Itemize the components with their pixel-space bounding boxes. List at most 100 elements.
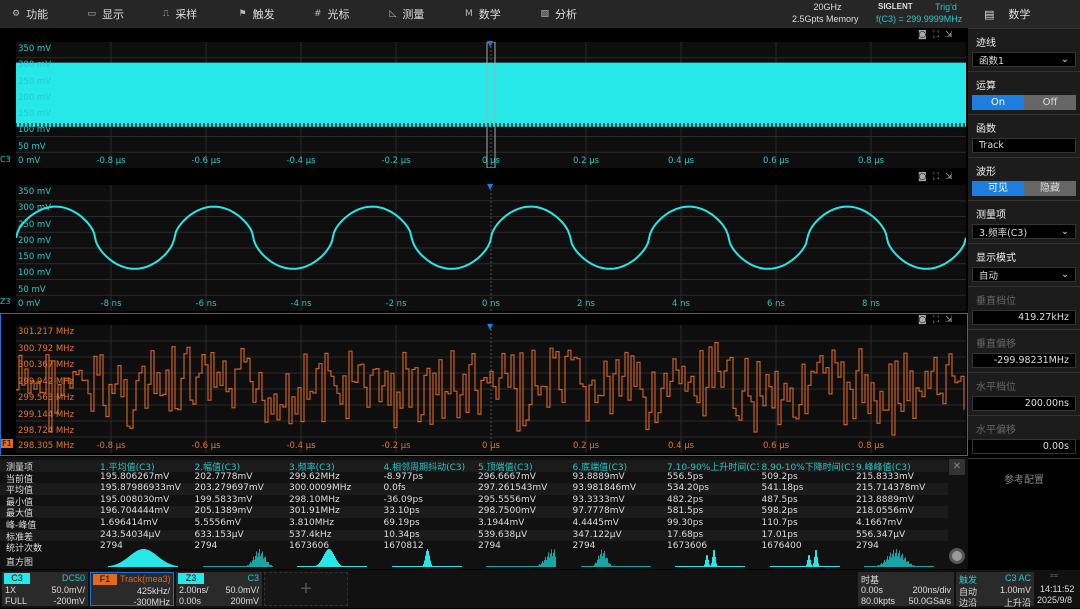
trigger-position-marker[interactable]: ▼: [487, 182, 493, 191]
plot2-toolbar[interactable]: ◙⛶⇲: [918, 172, 959, 182]
waveform-toggle[interactable]: 可见隐藏: [972, 181, 1076, 196]
f1-channel-marker[interactable]: F1: [1, 439, 13, 448]
histogram-bar: [636, 566, 637, 567]
menu-display[interactable]: ▭显示: [76, 0, 152, 28]
histogram-bar: [824, 566, 825, 567]
z3-zoom-box[interactable]: Z3 C3 2.00ns/ 50.0mV/ 0.00s 200mV: [176, 572, 262, 606]
histogram-bar: [646, 566, 647, 567]
menu-label: 显示: [102, 6, 124, 22]
add-channel-button[interactable]: +: [264, 572, 348, 606]
histogram-bar: [458, 566, 459, 567]
acquire-icon: ⎍: [163, 9, 169, 19]
math-plot[interactable]: 301.217 MHz300.792 MHz300.367 MHz299.942…: [16, 325, 966, 453]
fullscreen-icon[interactable]: ⛶: [933, 315, 945, 325]
menu-analysis[interactable]: ▧分析: [529, 0, 605, 28]
y-tick-label: 300.792 MHz: [18, 344, 74, 354]
histogram-bar: [310, 566, 311, 567]
histogram-bar: [229, 566, 230, 567]
reference-config-button[interactable]: 参考配置: [968, 458, 1080, 498]
histogram-bar: [224, 566, 225, 567]
x-tick-label: 4 ns: [672, 299, 690, 309]
display-mode-select[interactable]: 自动⌄: [972, 267, 1076, 282]
plot1-toolbar[interactable]: ◙⛶⇲: [918, 30, 959, 40]
minimize-icon[interactable]: ⇲: [945, 315, 959, 325]
on-button[interactable]: On: [972, 95, 1024, 110]
histogram-bar: [865, 566, 866, 567]
histogram-bar: [393, 566, 394, 567]
menu-acquire[interactable]: ⎍采样: [151, 0, 227, 28]
hscale-field[interactable]: 200.00ns: [972, 396, 1076, 411]
trigger-position-marker[interactable]: ▼: [487, 322, 493, 331]
histogram-bar: [542, 561, 543, 567]
fullscreen-icon[interactable]: ⛶: [933, 172, 945, 182]
vscale-field[interactable]: 419.27kHz: [972, 310, 1076, 325]
table-cell: 3.1944mV: [478, 518, 524, 528]
table-cell: 213.8889mV: [856, 495, 914, 505]
histogram-bar: [227, 566, 228, 567]
hoffset-field[interactable]: 0.00s: [972, 439, 1076, 454]
visible-button[interactable]: 可见: [972, 181, 1024, 196]
function-field[interactable]: Track: [972, 138, 1076, 153]
menu-measure[interactable]: ◺测量: [378, 0, 454, 28]
minimize-icon[interactable]: ⇲: [945, 172, 959, 182]
table-cell: 196.704444mV: [100, 506, 169, 516]
histogram-bar: [161, 559, 162, 567]
reset-statistics-icon[interactable]: [949, 548, 965, 564]
histogram-bar: [167, 563, 168, 567]
camera-icon[interactable]: ◙: [918, 30, 933, 40]
histogram-bar: [210, 566, 211, 567]
trigger-position-marker[interactable]: ▼: [487, 39, 493, 48]
histogram-bar: [915, 566, 916, 567]
menu-gear[interactable]: ⚙功能: [0, 0, 76, 28]
table-row: 当前值195.806267mV202.7778mV299.62MHz-8.977…: [0, 472, 948, 484]
camera-icon[interactable]: ◙: [918, 315, 933, 325]
histogram-bar: [146, 549, 147, 567]
operation-toggle[interactable]: OnOff: [972, 95, 1076, 110]
y-tick-label: 50 mV: [18, 285, 46, 295]
histogram-bar: [403, 566, 404, 567]
histogram-bar: [351, 566, 352, 567]
histogram-bar: [322, 558, 323, 567]
histogram-bar: [356, 566, 357, 567]
y-tick-label: 100 mV: [18, 268, 51, 278]
close-icon[interactable]: ✕: [949, 459, 965, 475]
meas-item-select[interactable]: 3.频率(C3)⌄: [972, 224, 1076, 239]
table-cell: 93.3333mV: [573, 495, 625, 505]
histogram-bar: [642, 566, 643, 567]
c3-channel-box[interactable]: C3 DC50 1X 50.0mV/ FULL -200mV: [2, 572, 88, 606]
timebase-box[interactable]: 时基 0.00s 200ns/div 80.0kpts 50.0GSa/s: [858, 572, 954, 606]
camera-icon[interactable]: ◙: [918, 172, 933, 182]
hidden-button[interactable]: 隐藏: [1024, 181, 1076, 196]
histogram-bar: [397, 566, 398, 567]
minimize-icon[interactable]: ⇲: [945, 30, 959, 40]
menu-trigger-flag[interactable]: ⚑触发: [227, 0, 303, 28]
voffset-field[interactable]: -299.98231MHz: [972, 353, 1076, 368]
histogram-bar: [312, 566, 313, 567]
histogram-bar: [519, 566, 520, 567]
y-tick-label: 100 mV: [18, 125, 51, 135]
c3-channel-marker[interactable]: C3: [0, 155, 11, 164]
trace-select[interactable]: 函数1⌄: [972, 52, 1076, 67]
z3-channel-marker[interactable]: Z3: [0, 297, 11, 306]
menu-math[interactable]: M数学: [453, 0, 529, 28]
x-tick-label: -0.6 µs: [191, 156, 220, 166]
histogram-bar: [895, 553, 896, 567]
menu-cursor[interactable]: #光标: [302, 0, 378, 28]
plot3-toolbar[interactable]: ◙⛶⇲: [918, 315, 959, 325]
overview-plot[interactable]: 350 mV300 mV250 mV200 mV150 mV100 mV50 m…: [16, 42, 966, 168]
histogram-bar: [920, 566, 921, 567]
histogram-bar: [365, 566, 366, 567]
z3-tag: Z3: [178, 573, 204, 584]
histogram-bar: [879, 565, 880, 567]
histogram-bar: [634, 566, 635, 567]
histogram-bar: [597, 560, 598, 567]
fullscreen-icon[interactable]: ⛶: [933, 30, 945, 40]
f1-function-box[interactable]: F1 Track(mea3) 425kHz/ -300MHz: [90, 572, 174, 606]
trigger-box[interactable]: 触发 C3 AC 自动 1.00mV 边沿 上升沿: [956, 572, 1034, 606]
off-button[interactable]: Off: [1024, 95, 1076, 110]
histogram-bar: [428, 551, 429, 567]
histogram-bar: [151, 552, 152, 567]
table-cell: 541.18ps: [762, 483, 804, 493]
histogram-bar: [342, 566, 343, 567]
zoom-plot[interactable]: 350 mV300 mV250 mV200 mV150 mV100 mV50 m…: [16, 185, 966, 311]
